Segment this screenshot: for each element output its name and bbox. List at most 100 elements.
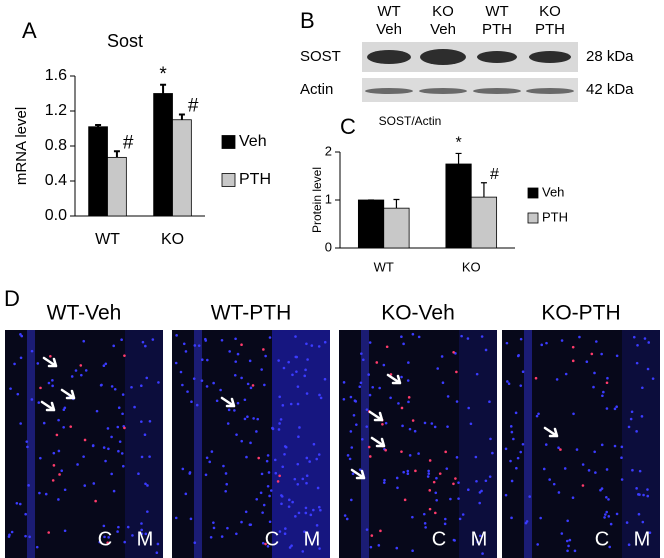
- sost-cell: [47, 531, 51, 534]
- nucleus: [248, 523, 252, 527]
- nucleus: [604, 513, 607, 516]
- nucleus: [607, 498, 610, 501]
- nucleus: [575, 448, 579, 451]
- nucleus: [640, 415, 644, 418]
- nucleus: [220, 338, 224, 342]
- nucleus: [349, 395, 353, 399]
- nucleus: [36, 362, 40, 365]
- sost-cell: [379, 529, 382, 533]
- nucleus: [342, 381, 346, 384]
- nucleus: [301, 477, 305, 481]
- nucleus: [544, 443, 548, 446]
- nucleus: [42, 421, 46, 425]
- nucleus: [317, 505, 321, 509]
- sost-cell: [534, 376, 538, 380]
- nucleus: [259, 491, 263, 495]
- nucleus: [288, 546, 292, 549]
- nucleus: [268, 520, 272, 524]
- micrograph-title: WT-Veh: [47, 302, 122, 325]
- nucleus: [353, 399, 357, 403]
- nucleus: [411, 549, 414, 552]
- error-bar: [178, 113, 185, 120]
- nucleus: [117, 449, 120, 453]
- nucleus: [457, 497, 460, 500]
- nucleus: [455, 456, 459, 459]
- nucleus: [19, 422, 22, 425]
- nucleus: [560, 532, 564, 535]
- nucleus: [539, 516, 542, 520]
- sost-cell: [400, 450, 403, 453]
- nucleus: [140, 528, 143, 532]
- nucleus: [648, 531, 652, 535]
- nucleus: [369, 545, 373, 549]
- nucleus: [62, 408, 66, 412]
- sost-cell: [407, 396, 411, 399]
- nucleus: [646, 488, 649, 491]
- blot-band: [367, 50, 411, 64]
- nucleus: [542, 467, 546, 471]
- nucleus: [117, 406, 121, 410]
- sost-cell: [375, 361, 379, 364]
- nucleus: [287, 360, 290, 364]
- legend-label: PTH: [542, 209, 568, 224]
- nucleus: [287, 498, 291, 502]
- nucleus: [350, 498, 353, 502]
- nucleus: [521, 370, 525, 374]
- nucleus: [51, 384, 54, 388]
- nucleus: [540, 343, 544, 347]
- nucleus: [279, 418, 283, 421]
- nucleus: [413, 429, 417, 433]
- nucleus: [615, 405, 618, 409]
- sost-cell: [559, 448, 562, 451]
- nucleus: [243, 398, 247, 402]
- nucleus: [595, 340, 598, 343]
- nucleus: [110, 472, 113, 476]
- arrow: [42, 356, 58, 368]
- nucleus: [343, 514, 347, 517]
- nucleus: [82, 339, 86, 343]
- nucleus: [303, 374, 307, 378]
- significance-mark: *: [159, 64, 167, 85]
- nucleus: [481, 552, 484, 555]
- nucleus: [240, 439, 244, 443]
- nucleus: [246, 415, 249, 418]
- nucleus: [294, 335, 297, 338]
- nucleus: [208, 460, 212, 464]
- nucleus: [368, 393, 372, 397]
- nucleus: [430, 422, 434, 425]
- nucleus: [365, 408, 369, 411]
- nucleus: [140, 455, 144, 459]
- blot-band: [529, 51, 571, 63]
- nucleus: [261, 511, 264, 514]
- nucleus: [382, 363, 386, 367]
- nucleus: [76, 463, 79, 466]
- nucleus: [402, 342, 405, 346]
- nucleus: [602, 390, 605, 394]
- sost-cell: [428, 489, 432, 492]
- nucleus: [315, 457, 319, 461]
- nucleus: [627, 543, 631, 547]
- nucleus: [384, 421, 388, 425]
- region-label: C: [595, 528, 609, 550]
- sost-cell: [370, 534, 374, 537]
- nucleus: [635, 487, 638, 490]
- nucleus: [63, 406, 67, 410]
- nucleus: [188, 472, 192, 475]
- nucleus: [215, 399, 219, 403]
- region-label: M: [634, 528, 651, 550]
- nucleus: [445, 467, 449, 470]
- nucleus: [268, 494, 271, 498]
- nucleus: [489, 437, 492, 441]
- nucleus: [121, 464, 125, 468]
- sost-cell: [79, 364, 83, 367]
- sost-cell: [571, 359, 575, 363]
- sost-cell: [94, 499, 97, 503]
- nucleus: [102, 524, 106, 528]
- nucleus: [186, 390, 189, 393]
- nucleus: [268, 336, 272, 339]
- periosteum: [194, 330, 202, 558]
- nucleus: [303, 530, 306, 533]
- nucleus: [98, 540, 102, 544]
- nucleus: [245, 455, 248, 459]
- panel-label: C: [340, 114, 356, 139]
